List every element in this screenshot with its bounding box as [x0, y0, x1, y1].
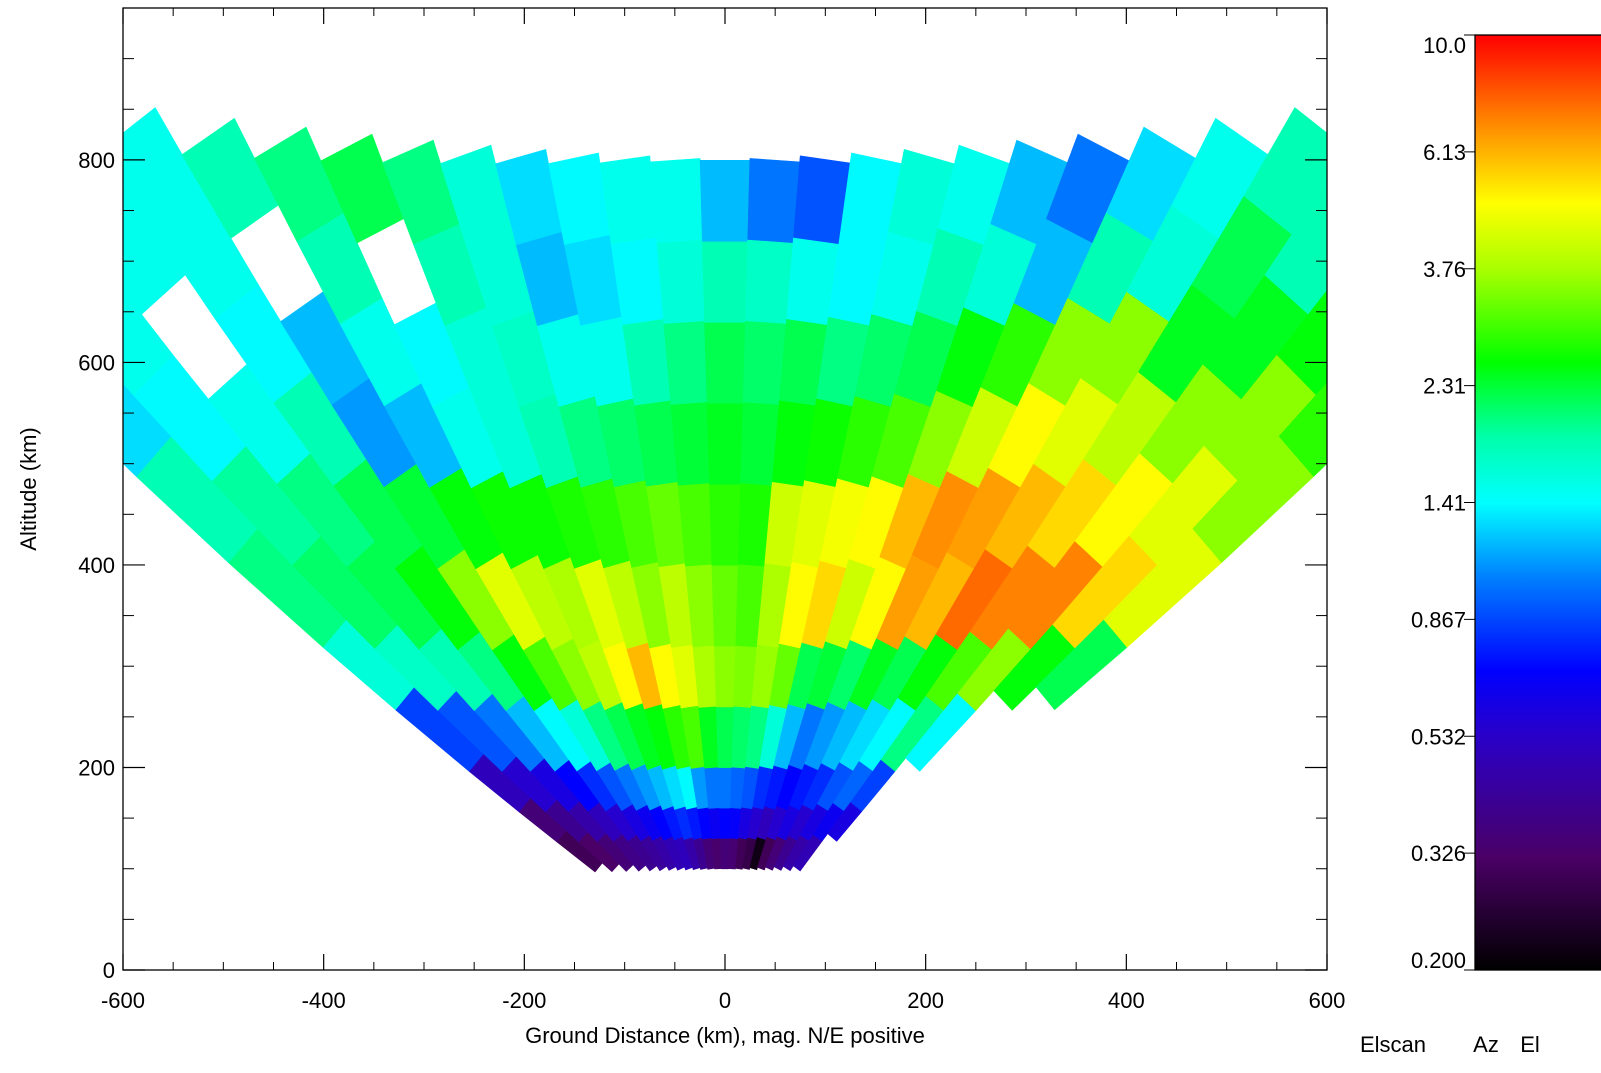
y-tick-label: 0: [103, 958, 115, 983]
heatmap-cell: [495, 149, 563, 246]
heatmap-cell: [0, 152, 5, 300]
heatmap-cell: [711, 564, 739, 647]
colorbar-tick-label: 0.200: [1411, 948, 1466, 973]
heatmap-cell: [1348, 171, 1468, 309]
heatmap-cell: [0, 77, 33, 221]
footer-label: Az: [1473, 1032, 1499, 1057]
heatmap-cell: [747, 158, 801, 244]
heatmap-cell: [382, 139, 460, 245]
footer-labels: Elscan Az El: [1360, 1032, 1540, 1057]
heatmap-cell: [699, 160, 751, 242]
axes: -600 -400 -200 0 200 400 600 0 200 400 600 800: [78, 7, 1346, 1013]
x-tick-label: 600: [1309, 988, 1346, 1013]
x-tick-label: 400: [1108, 988, 1145, 1013]
heatmap-cell: [123, 382, 172, 477]
heatmap-cell: [548, 152, 611, 245]
colorbar: [1474, 34, 1601, 971]
heatmap-cell: [649, 158, 703, 244]
heatmap-cell: [717, 767, 733, 809]
colorbar-tick-label: 2.31: [1423, 374, 1466, 399]
x-tick-label: -200: [502, 988, 546, 1013]
x-tick-label: -600: [101, 988, 145, 1013]
heatmap-cell: [599, 155, 657, 245]
heatmap-cell: [1324, 181, 1327, 188]
footer-label: Elscan: [1360, 1032, 1426, 1057]
heatmap-cell: [709, 483, 741, 566]
colorbar-tick-label: 3.76: [1423, 257, 1466, 282]
y-axis-label: Altitude (km): [16, 427, 41, 550]
colorbar-tick-label: 6.13: [1423, 140, 1466, 165]
heatmap-cell: [701, 241, 749, 323]
x-tick-label: 200: [907, 988, 944, 1013]
heatmap-cell: [320, 133, 404, 244]
heatmap-cell: [123, 107, 207, 235]
colorbar-tick-label: 1.41: [1423, 491, 1466, 516]
heatmap-cell: [656, 239, 705, 324]
x-tick-label: 0: [719, 988, 731, 1013]
heatmap-cell: [0, 248, 87, 389]
y-tick-label: 200: [78, 755, 115, 780]
heatmap-cell: [719, 807, 731, 839]
y-tick-label: 400: [78, 553, 115, 578]
y-tick-label: 800: [78, 148, 115, 173]
heatmap-cell: [663, 320, 708, 405]
y-tick-label: 600: [78, 350, 115, 375]
colorbar-tick-label: 0.867: [1411, 607, 1466, 632]
heatmap-cell: [1243, 107, 1327, 235]
heatmap-cell: [254, 126, 344, 242]
heatmap-cell: [0, 171, 102, 309]
colorbar-tick-label: 10.0: [1423, 33, 1466, 58]
heatmap-cells: [0, 77, 1468, 873]
heatmap-cell: [713, 645, 737, 708]
heatmap-cell: [1276, 289, 1327, 396]
footer-label: El: [1520, 1032, 1540, 1057]
colorbar-ticks: 10.0 6.13 3.76 2.31 1.41 0.867 0.532 0.326 0.200: [1411, 33, 1475, 973]
heatmap-cell: [742, 320, 787, 405]
heatmap-cell: [123, 289, 174, 396]
heatmap-cell: [1278, 382, 1327, 477]
heatmap-cell: [706, 402, 744, 485]
heatmap-cell: [704, 321, 746, 404]
heatmap-cell: [745, 239, 794, 324]
x-axis-label: Ground Distance (km), mag. N/E positive: [525, 1023, 925, 1048]
colorbar-tick-label: 0.532: [1411, 724, 1466, 749]
heatmap-cell: [720, 838, 730, 870]
heatmap-cell: [715, 706, 735, 768]
x-tick-label: -400: [302, 988, 346, 1013]
colorbar-tick-label: 0.326: [1411, 841, 1466, 866]
heatmap-cell: [181, 117, 279, 239]
heatmap-cell: [1264, 184, 1327, 315]
heatmap-cell: [440, 144, 513, 246]
